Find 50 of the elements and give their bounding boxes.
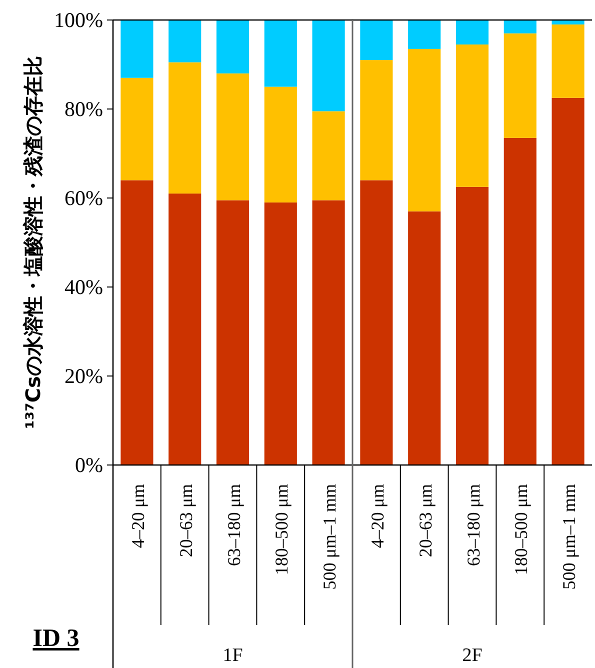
x-tick-label: 63–180 μm (224, 484, 244, 566)
y-tick-label: 60% (64, 186, 103, 210)
x-tick-label: 4–20 μm (128, 484, 148, 548)
bar (408, 48, 441, 212)
bar (120, 180, 154, 465)
bar (456, 186, 489, 465)
bar (408, 211, 441, 465)
bar (552, 20, 584, 24)
bar (360, 20, 393, 60)
bar (120, 20, 154, 78)
bar (168, 194, 202, 465)
x-tick-label: 63–180 μm (463, 484, 484, 566)
bar (216, 200, 250, 465)
text: ID 3 (32, 625, 80, 652)
bar (120, 78, 154, 180)
bar (360, 60, 393, 180)
bar (216, 20, 250, 74)
bar (264, 20, 297, 87)
bar (312, 20, 345, 112)
x-tick-label: 500 μm–1 mm (559, 484, 580, 590)
bar (312, 200, 345, 465)
bar (456, 20, 489, 44)
bar (504, 20, 536, 34)
y-tick-label: 0% (75, 453, 103, 477)
bar (264, 202, 297, 465)
y-axis-title: ¹³⁷Csの水溶性・塩酸溶性・残渣の存在比 (21, 56, 45, 429)
y-tick-label: 20% (64, 364, 103, 388)
text: 2F (462, 645, 482, 666)
bar (552, 24, 584, 98)
bar (504, 138, 536, 465)
x-tick-label: 180–500 μm (272, 484, 292, 576)
x-tick-label: 500 μm–1 mm (320, 484, 340, 590)
y-tick-label: 100% (54, 8, 103, 32)
y-tick-label: 40% (64, 275, 103, 299)
bar (360, 180, 393, 465)
bar (312, 111, 345, 200)
bar (504, 33, 536, 138)
x-tick-label: 180–500 μm (511, 484, 532, 576)
y-tick-label: 80% (64, 97, 103, 121)
bar (456, 44, 489, 187)
bar (168, 20, 202, 62)
x-tick-label: 20–63 μm (415, 484, 436, 558)
bar (168, 62, 202, 194)
bar (552, 98, 584, 465)
text: 1F (222, 645, 243, 666)
bar (408, 20, 441, 49)
x-tick-label: 20–63 μm (176, 484, 196, 558)
bar (264, 86, 297, 202)
x-tick-label: 4–20 μm (367, 484, 388, 548)
bar (216, 73, 250, 200)
